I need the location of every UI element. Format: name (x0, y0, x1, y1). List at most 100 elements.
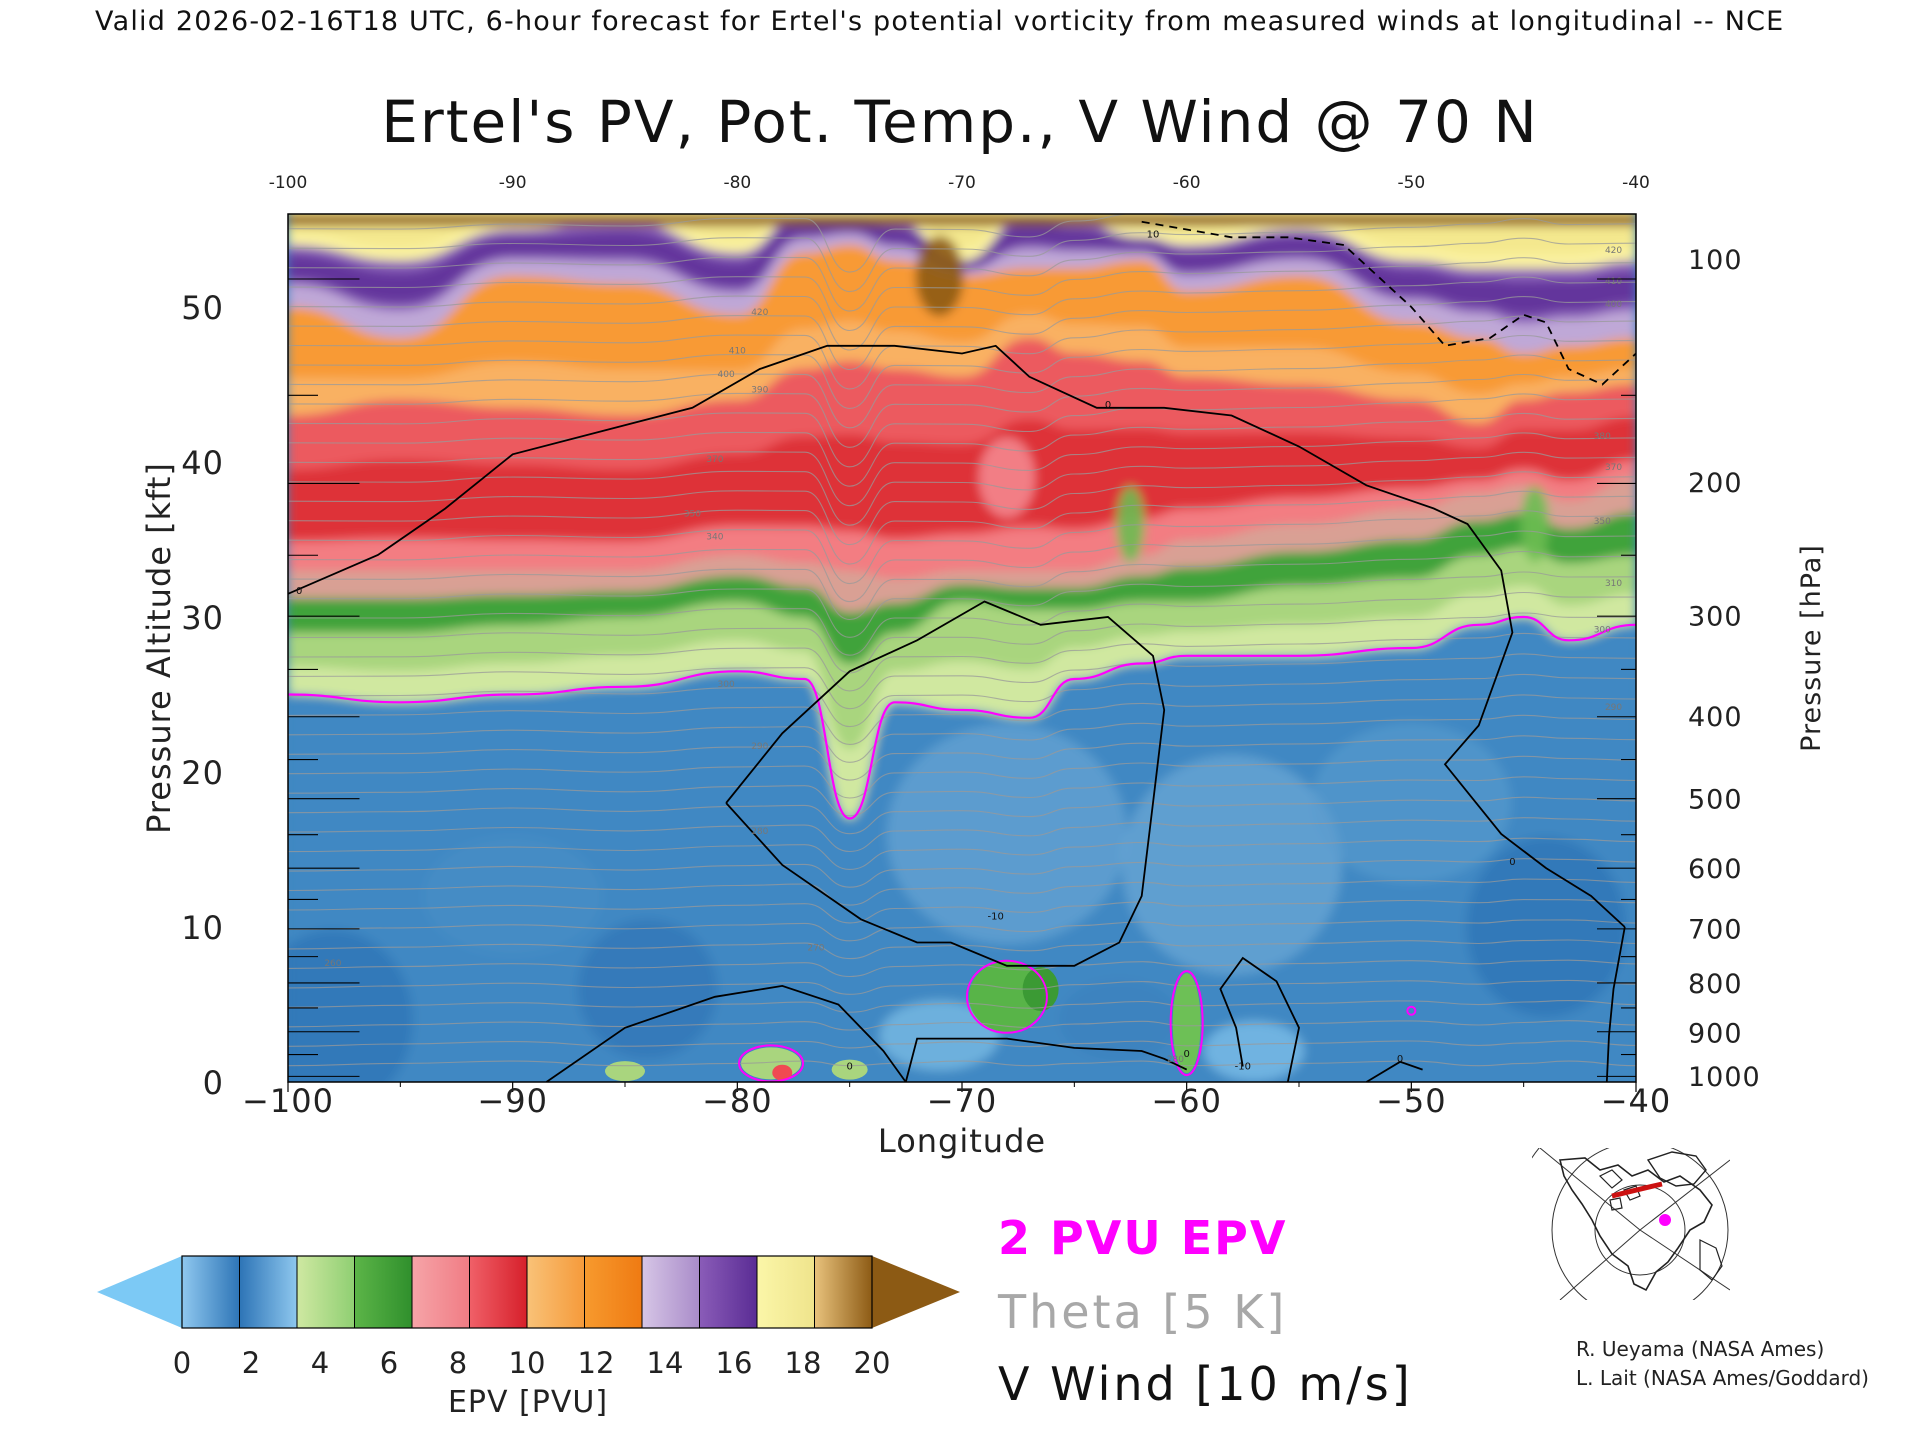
right-pressure-ticks (1597, 278, 1636, 1077)
colorbar-segment (412, 1256, 470, 1328)
theta-isentrope (288, 796, 1636, 835)
theta-isentrope (288, 490, 1636, 565)
colorbar-segment (239, 1256, 298, 1328)
epv-low-level-shade (422, 836, 603, 956)
chart-title: Ertel's PV, Pot. Temp., V Wind @ 70 N (381, 88, 1538, 156)
x-tick-label-top: -70 (948, 173, 976, 193)
map-graticule-mid (1551, 1148, 1729, 1300)
x-tick-label-bottom: −90 (477, 1082, 548, 1120)
theta-label: 280 (751, 827, 768, 837)
x-tick-label-top: -60 (1173, 173, 1201, 193)
colorbar-frame (181, 1255, 873, 1329)
theta-isentrope (288, 858, 1636, 888)
wind-label: 0 (1183, 1049, 1189, 1060)
wind-contour-minus10 (725, 600, 1166, 967)
y-tick-label-right: 100 (1688, 245, 1743, 276)
y-tick-label-right: 600 (1688, 854, 1743, 885)
wind-contour-zero-low (545, 984, 907, 1082)
theta-isentrope (288, 919, 1636, 942)
epv-maximum (831, 1059, 868, 1080)
theta-label: 270 (807, 943, 824, 953)
colorbar-high-extension (872, 1256, 960, 1328)
theta-label: 310 (1605, 579, 1622, 589)
theta-isentrope (288, 257, 1636, 332)
epv-maximum (605, 1061, 645, 1082)
colorbar-tick-label: 2 (242, 1346, 260, 1380)
inset-map (1532, 1148, 1730, 1300)
epv-shade-yellow (288, 214, 1636, 269)
theta-isentrope (288, 632, 1636, 692)
theta-isentrope (288, 412, 1636, 487)
y-axis-right: 100 200 300 400 500 600 700 800 900 1000 (1688, 245, 1760, 1093)
epv-maximum (1172, 973, 1201, 1074)
theta-isentrope (288, 218, 1636, 293)
colorbar-segment (814, 1256, 873, 1328)
epv-top-brown (288, 214, 1636, 226)
map-graticule-inner (1594, 1184, 1686, 1276)
epv-low-level-shade (577, 919, 718, 1059)
colorbar-segment (757, 1256, 815, 1328)
colorbar-tick-label: 8 (449, 1346, 467, 1380)
map-coastline (1558, 1157, 1713, 1292)
credit-line-1: R. Ueyama (NASA Ames) (1576, 1337, 1824, 1361)
theta-isentrope (288, 214, 1257, 273)
colorbar-segment (469, 1256, 528, 1328)
x-tick-label-bottom: −80 (702, 1082, 773, 1120)
colorbar-segment (182, 1256, 240, 1328)
x-tick-label-bottom: −60 (1151, 1082, 1222, 1120)
pv2-contour-blob (965, 959, 1048, 1034)
epv-low-level-shade (1311, 723, 1512, 883)
legend-wind: V Wind [10 m/s] (998, 1357, 1413, 1411)
wind-contour-zero-right (1365, 1060, 1423, 1082)
colorbar-tick-label: 18 (785, 1346, 822, 1380)
wind-contour-plus10 (1141, 220, 1636, 386)
theta-isentrope (288, 612, 1636, 674)
theta-isentrope (288, 591, 1636, 656)
map-marker (1659, 1214, 1671, 1226)
y-tick-label-left: 0 (203, 1064, 224, 1102)
x-tick-label-top: -80 (723, 173, 751, 193)
theta-isentrope (288, 1020, 1636, 1031)
colorbar-tick-label: 16 (716, 1346, 753, 1380)
map-coastline-islands (1598, 1169, 1641, 1211)
epv-low-level-shade (1204, 1021, 1305, 1081)
theta-label: 300 (718, 680, 735, 690)
colorbar-tick-labels: 0 2 4 6 8 10 12 14 16 18 20 (173, 1346, 891, 1380)
y-axis-label-right: Pressure [hPa] (1796, 544, 1827, 752)
theta-isentrope (288, 237, 1636, 312)
colorbar-tick-label: 4 (311, 1346, 329, 1380)
theta-label: 300 (1594, 626, 1611, 636)
theta-label: 340 (706, 533, 723, 543)
theta-label: 370 (706, 455, 723, 465)
epv-low-level-shade (1059, 980, 1180, 1060)
y-tick-label-right: 300 (1688, 601, 1743, 632)
wind-contours (288, 220, 1636, 1082)
theta-label: 380 (1594, 432, 1611, 442)
map-meridian (1539, 1148, 1641, 1231)
theta-isentrope (288, 1060, 1636, 1067)
y-tick-label-left: 50 (181, 289, 224, 327)
y-tick-label-left: 30 (181, 599, 224, 637)
colorbar-tick-label: 12 (578, 1346, 615, 1380)
wind-label: 0 (1105, 400, 1111, 411)
theta-label: 260 (324, 959, 341, 969)
y-tick-label-right: 400 (1688, 702, 1743, 733)
epv-maximum (772, 1064, 793, 1081)
pv2-contour-blob (1406, 1005, 1417, 1016)
theta-isentrope (288, 393, 1636, 468)
epv-low-level-maxima (605, 961, 1201, 1082)
y-tick-label-right: 700 (1688, 915, 1743, 946)
theta-isentrope (288, 334, 1636, 409)
theta-isentrope (288, 550, 1636, 621)
x-tick-label-top: -100 (269, 173, 308, 193)
theta-label: 350 (1594, 517, 1611, 527)
theta-isentrope (288, 315, 1636, 390)
colorbar-tick-label: 20 (854, 1346, 891, 1380)
epv-local-feature (978, 437, 1035, 518)
epv-local-feature (1116, 486, 1145, 562)
theta-isentrope (288, 735, 1636, 781)
y-tick-label-left: 20 (181, 754, 224, 792)
colorbar-low-extension (97, 1256, 182, 1328)
theta-isentrope (288, 878, 1636, 906)
